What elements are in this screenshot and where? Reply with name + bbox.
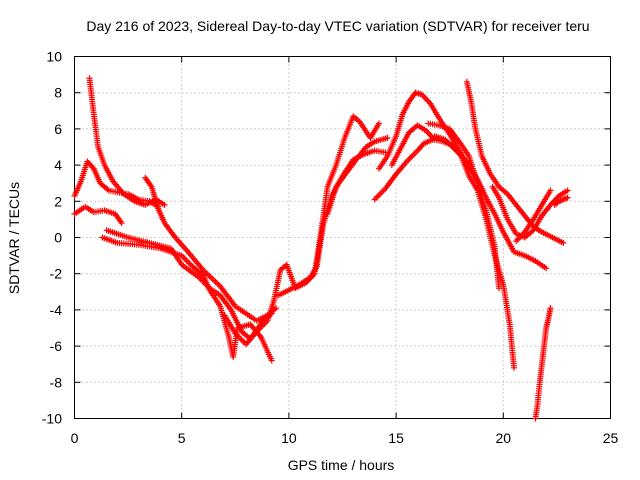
y-tick-label: 6 <box>54 121 62 137</box>
data-point <box>564 187 571 194</box>
data-point <box>384 134 391 141</box>
y-tick-label: 2 <box>54 193 62 209</box>
y-tick-label: -8 <box>50 374 63 390</box>
data-point <box>273 305 280 312</box>
data-point <box>161 201 168 208</box>
data-point <box>375 120 382 127</box>
data-point <box>511 364 518 371</box>
y-tick-label: 8 <box>54 85 62 101</box>
x-tick-label: 25 <box>603 430 619 446</box>
y-axis-tick-labels: -10 -8 -6 -4 -2 0 2 4 6 8 10 <box>42 49 62 427</box>
x-tick-label: 15 <box>388 430 404 446</box>
data-point <box>496 285 503 292</box>
y-axis-label: SDTVAR / TECUs <box>6 182 22 294</box>
y-tick-label: -2 <box>50 266 63 282</box>
data-point <box>118 220 125 227</box>
x-axis-label: GPS time / hours <box>288 457 395 473</box>
data-points <box>71 75 571 422</box>
x-tick-label: 0 <box>71 430 79 446</box>
y-tick-label: -10 <box>42 411 62 427</box>
axis-ticks <box>74 56 611 419</box>
data-point <box>547 187 554 194</box>
y-tick-label: -4 <box>50 302 63 318</box>
data-point <box>543 265 550 272</box>
data-point <box>268 357 275 364</box>
y-tick-label: 0 <box>54 230 62 246</box>
data-point <box>547 305 554 312</box>
chart-title: Day 216 of 2023, Sidereal Day-to-day VTE… <box>86 18 589 34</box>
data-point <box>560 239 567 246</box>
x-axis-tick-labels: 0 5 10 15 20 25 <box>71 430 619 446</box>
x-tick-label: 5 <box>178 430 186 446</box>
y-tick-label: 10 <box>46 49 62 65</box>
x-tick-label: 20 <box>496 430 512 446</box>
y-tick-label: -6 <box>50 338 63 354</box>
y-tick-label: 4 <box>54 157 62 173</box>
data-point <box>564 194 571 201</box>
x-tick-label: 10 <box>281 430 297 446</box>
